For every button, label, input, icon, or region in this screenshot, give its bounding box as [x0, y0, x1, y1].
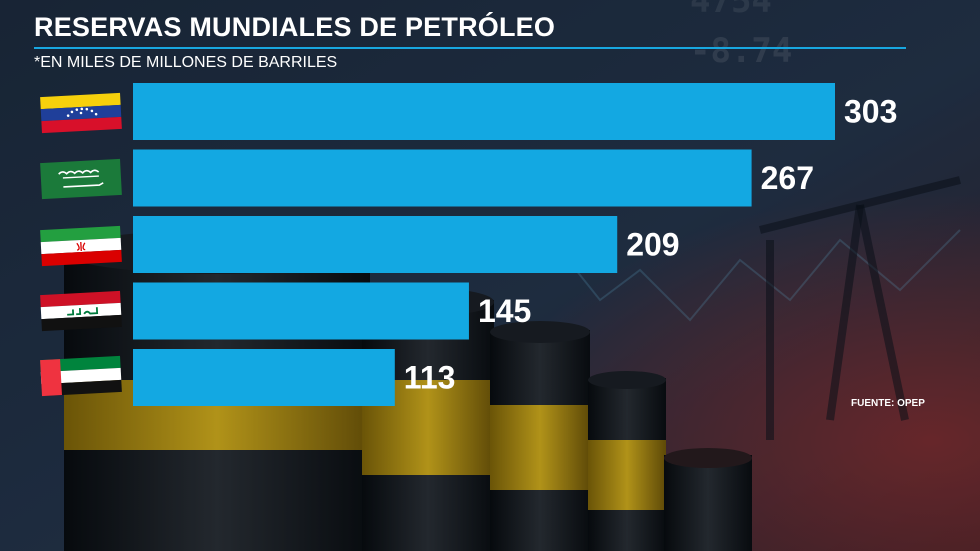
value-label-venezuela-flag: 303: [844, 94, 897, 130]
venezuela-flag: [40, 92, 122, 134]
value-label-saudi-arabia-flag: 267: [761, 160, 814, 196]
bar-saudi-arabia-flag: [133, 149, 752, 207]
value-label-uae-flag: 113: [404, 360, 456, 396]
saudi-arabia-flag: [40, 158, 122, 200]
value-label-iraq-flag: 145: [478, 293, 531, 329]
title-underline: [34, 47, 906, 49]
source-note: FUENTE: OPEP: [851, 398, 925, 409]
bar-venezuela-flag: [133, 83, 835, 140]
chart-title: RESERVAS MUNDIALES DE PETRÓLEO: [34, 12, 556, 42]
bar-uae-flag: [133, 349, 395, 406]
bar-iraq-flag: [133, 282, 469, 340]
svg-text:-8.74: -8.74: [690, 31, 792, 71]
bar-iran-flag: [133, 216, 618, 273]
svg-text:4754: 4754: [690, 0, 772, 21]
value-label-iran-flag: 209: [626, 227, 679, 263]
iraq-flag: [40, 290, 122, 332]
iran-flag: [40, 225, 122, 267]
chart-subtitle: *EN MILES DE MILLONES DE BARRILES: [34, 54, 338, 71]
uae-flag: [40, 355, 122, 397]
